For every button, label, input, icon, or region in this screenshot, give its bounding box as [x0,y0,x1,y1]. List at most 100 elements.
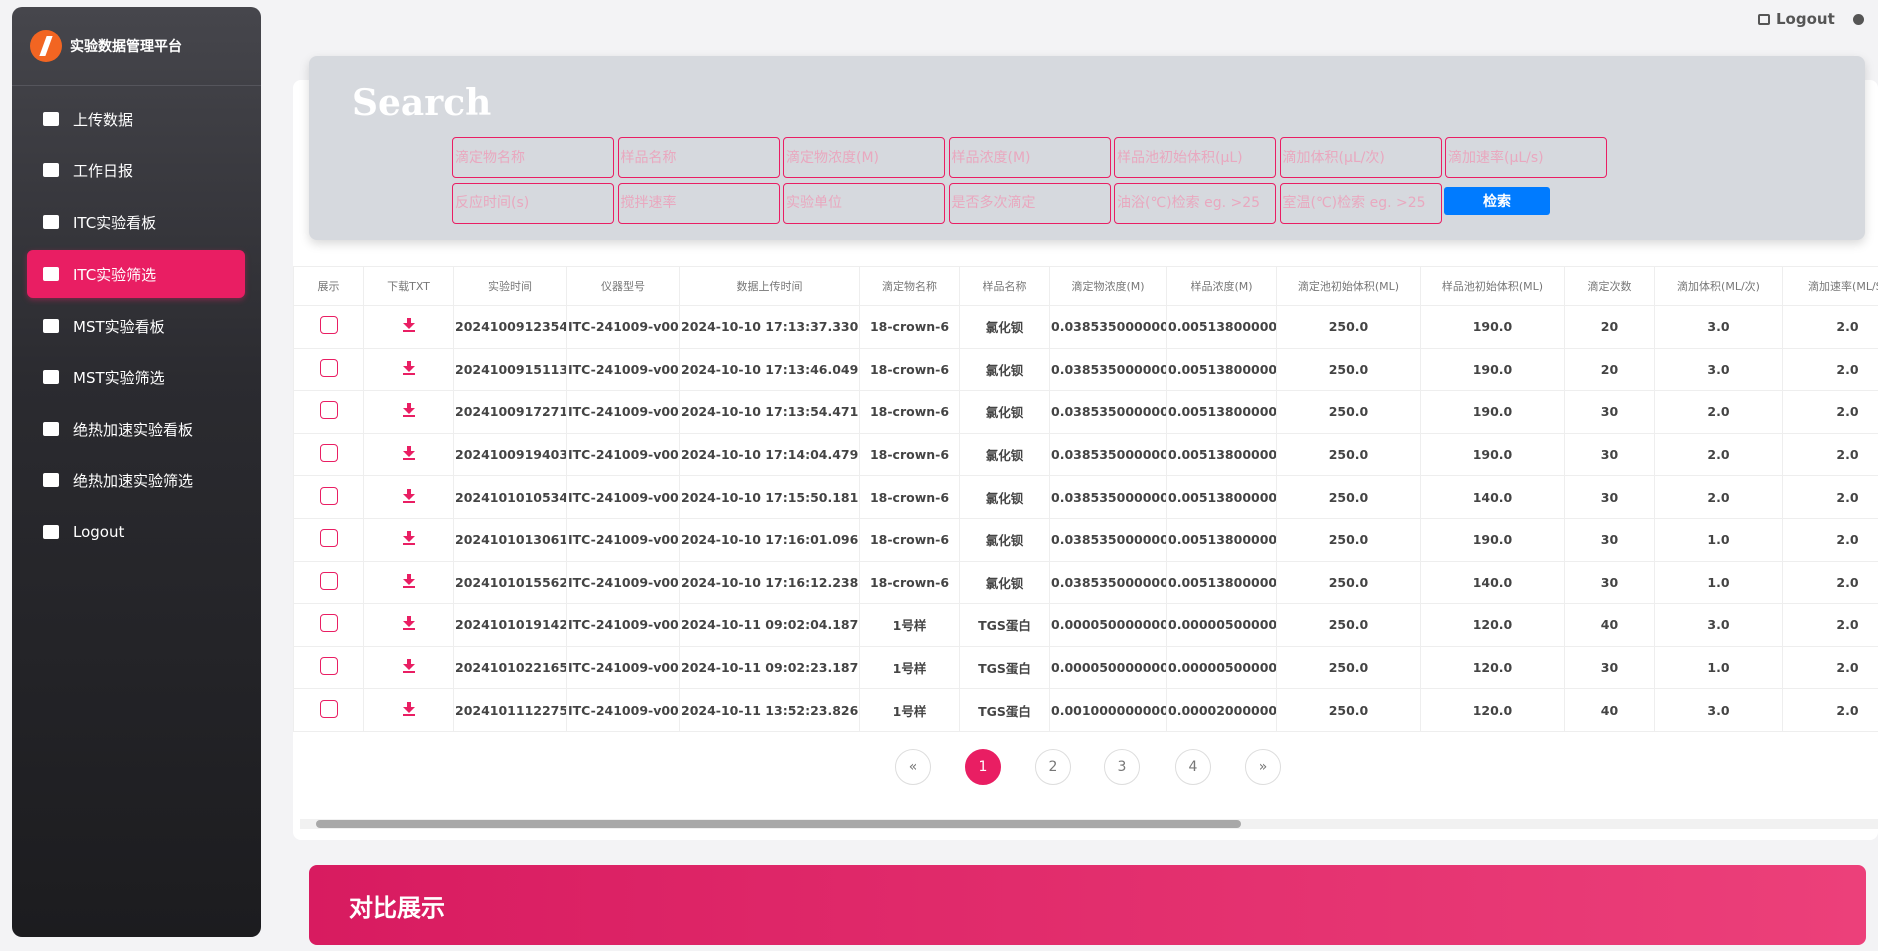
download-icon[interactable] [402,360,415,375]
logout-text[interactable]: Logout [1776,10,1835,28]
nav-item[interactable]: ITC实验筛选 [27,250,245,298]
search-input[interactable] [783,137,945,178]
nav-label[interactable]: Logout [73,523,125,541]
nav-item[interactable]: Logout [27,508,245,556]
select-cell [293,475,364,519]
search-input[interactable] [1279,137,1442,178]
table-cell: 氯化钡 [959,347,1050,392]
download-icon[interactable] [402,488,415,503]
table-cell: 氯化钡 [959,432,1050,477]
logout-link[interactable]: Logout [1758,10,1864,28]
download-icon[interactable] [402,659,415,674]
download-icon[interactable] [402,573,415,588]
table-cell: 250.0 [1276,432,1421,477]
checkbox[interactable] [319,401,338,420]
download-icon[interactable] [402,701,415,716]
table-cell: ITC-241009-v001 [566,603,680,647]
search-input[interactable] [452,182,614,224]
table-cell: 190.0 [1420,432,1565,477]
search-input[interactable] [1279,182,1442,224]
nav-label[interactable]: 上传数据 [73,110,134,129]
checkbox[interactable] [319,358,338,377]
checkbox[interactable] [319,444,338,463]
table-cell: 2.0 [1782,645,1878,690]
nav-item[interactable]: 绝热加速实验筛选 [27,456,245,504]
nav-item[interactable]: MST实验看板 [27,302,245,350]
nav-label[interactable]: ITC实验看板 [73,213,157,232]
brand[interactable]: 实验数据管理平台 [30,28,230,64]
table-row: 20241010105349 ITC-241009-v001 2024-10-10 … [293,475,1878,519]
page-button[interactable]: » [1245,749,1281,785]
checkbox[interactable] [319,614,338,633]
table-row: 20241009151138 ITC-241009-v001 2024-10-10 … [293,347,1878,392]
table-row: 20241010155625 ITC-241009-v001 2024-10-10 … [293,560,1878,605]
page-button[interactable]: 4 [1175,749,1211,785]
page-button[interactable]: 2 [1035,749,1071,785]
search-button[interactable]: 检索 [1444,187,1550,215]
checkbox[interactable] [319,699,338,718]
nav-label[interactable]: 绝热加速实验筛选 [73,471,194,490]
nav-item[interactable]: ITC实验看板 [27,198,245,246]
nav-icon [43,112,59,126]
download-icon[interactable] [402,403,415,418]
table-row: 20241011122750 ITC-241009-v001 2024-10-11 … [293,688,1878,732]
table-cell: 2024-10-11 09:02:23.187827 [679,645,860,690]
checkbox[interactable] [319,316,338,335]
checkbox[interactable] [319,657,338,676]
nav-label[interactable]: MST实验看板 [73,317,165,336]
table-cell: TGS蛋白 [959,645,1050,690]
search-input[interactable] [1445,137,1607,178]
nav-item[interactable]: MST实验筛选 [27,353,245,401]
download-icon[interactable] [402,318,415,333]
search-input[interactable] [1114,137,1276,178]
table-cell: 2024-10-10 17:16:12.238850 [679,560,860,605]
checkbox[interactable] [319,486,338,505]
search-input[interactable] [948,182,1111,224]
nav-label[interactable]: 工作日报 [73,161,134,180]
nav-icon [43,267,59,281]
nav-label[interactable]: ITC实验筛选 [73,265,157,284]
checkbox[interactable] [319,529,338,548]
nav-icon [43,473,59,487]
table-cell: 30 [1564,475,1655,519]
nav-item[interactable]: 绝热加速实验看板 [27,405,245,453]
table-cell: ITC-241009-v001 [566,305,680,349]
table-cell: 2.0 [1654,390,1783,434]
table-cell: 1.0 [1654,560,1783,605]
table-cell: ITC-241009-v001 [566,390,680,434]
table-cell: 190.0 [1420,390,1565,434]
scroll-thumb[interactable] [316,820,1241,828]
compare-header: 对比展示 [309,865,1866,945]
table-cell: 0.005138000000 [1166,432,1277,477]
page-button[interactable]: 1 [965,749,1001,785]
table-cell: 20241010130617 [453,517,567,562]
search-input[interactable] [452,137,614,178]
nav-label[interactable]: 绝热加速实验看板 [73,420,194,439]
search-input[interactable] [1114,182,1276,224]
page-button[interactable]: « [895,749,931,785]
table-cell: 2.0 [1782,390,1878,434]
column-header: 滴定池初始体积(ML) [1276,266,1421,306]
table-cell: 0.001000000000 [1049,688,1167,732]
settings-icon[interactable] [1852,13,1864,25]
search-input[interactable] [617,182,780,224]
nav-icon [43,319,59,333]
table-cell: ITC-241009-v001 [566,432,680,477]
page-button[interactable]: 3 [1104,749,1140,785]
divider [12,85,261,86]
table-cell: 250.0 [1276,390,1421,434]
column-header: 下载TXT [363,266,454,306]
search-input[interactable] [948,137,1111,178]
download-icon[interactable] [402,446,415,461]
download-icon[interactable] [402,531,415,546]
download-icon[interactable] [402,616,415,631]
nav-label[interactable]: MST实验筛选 [73,368,165,387]
nav-item[interactable]: 工作日报 [27,146,245,194]
table-cell: 250.0 [1276,305,1421,349]
table-cell: 250.0 [1276,560,1421,605]
nav-item[interactable]: 上传数据 [27,95,245,143]
checkbox[interactable] [319,571,338,590]
search-input[interactable] [617,137,780,178]
search-input[interactable] [783,182,945,224]
